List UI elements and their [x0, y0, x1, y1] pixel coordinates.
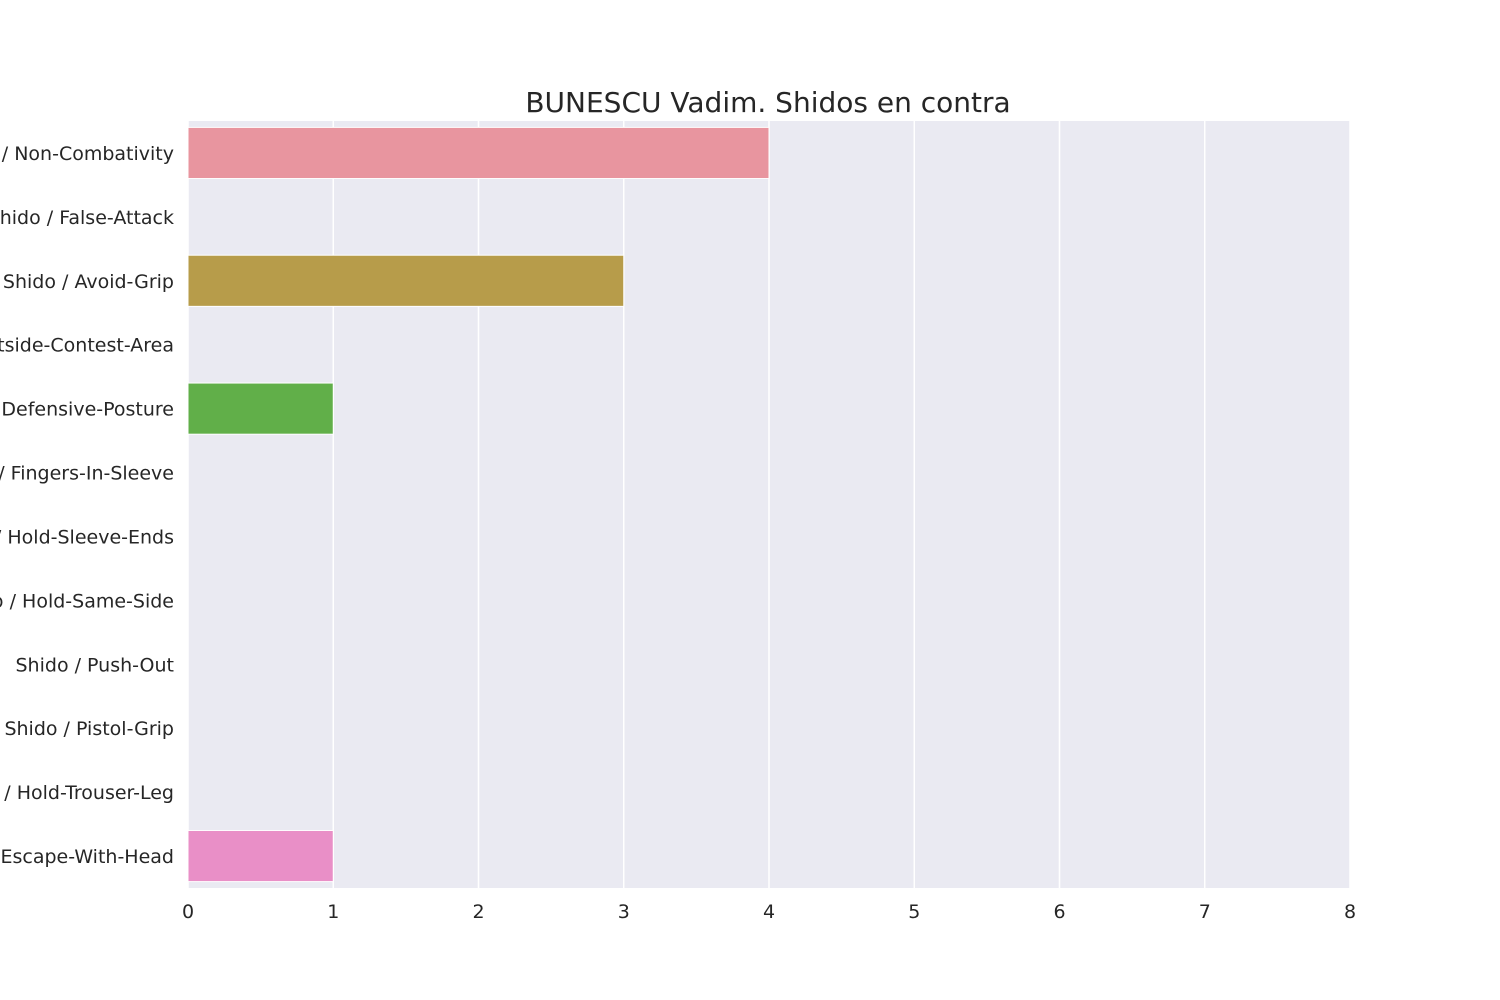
bar	[187, 382, 334, 435]
y-tick-label: Shido / Hold-Trouser-Leg	[0, 782, 174, 804]
x-tick-label: 0	[182, 901, 194, 923]
x-tick-label: 1	[327, 901, 339, 923]
y-tick-label: Shido / Non-Combativity	[0, 143, 174, 165]
y-tick-label: Shido / Hold-Same-Side	[0, 590, 174, 612]
x-tick-label: 6	[1053, 901, 1065, 923]
x-tick-label: 4	[763, 901, 775, 923]
y-tick-label: Shido / Avoid-Grip	[3, 271, 174, 293]
y-tick-label: Shido / Pistol-Grip	[4, 718, 174, 740]
y-tick-label: Shido / False-Attack	[0, 207, 174, 229]
x-tick-label: 3	[618, 901, 630, 923]
x-tick-label: 8	[1344, 901, 1356, 923]
y-tick-label: Shido / Push-Out	[16, 654, 175, 676]
x-tick-label: 2	[472, 901, 484, 923]
y-tick-label: Shido / Hold-Sleeve-Ends	[0, 526, 174, 548]
x-tick-label: 7	[1199, 901, 1211, 923]
grid-lines	[187, 121, 1351, 888]
chart-title: BUNESCU Vadim. Shidos en contra	[525, 86, 1010, 119]
x-tick-label: 5	[908, 901, 920, 923]
y-tick-label: Shido / Fingers-In-Sleeve	[0, 463, 174, 485]
bars	[187, 126, 770, 883]
bar	[187, 829, 334, 883]
x-tick-labels: 0 1 2 3 4 5 6 7 8	[182, 901, 1356, 923]
y-tick-label: Shido / Defensive-Posture	[0, 399, 174, 421]
y-tick-label: Shido / Escape-With-Head	[0, 846, 174, 868]
y-tick-labels: Shido / Non-Combativity Shido / False-Att…	[0, 143, 174, 868]
bar	[187, 126, 770, 180]
bar	[187, 254, 625, 307]
y-tick-label: Shido / Outside-Contest-Area	[0, 335, 174, 357]
